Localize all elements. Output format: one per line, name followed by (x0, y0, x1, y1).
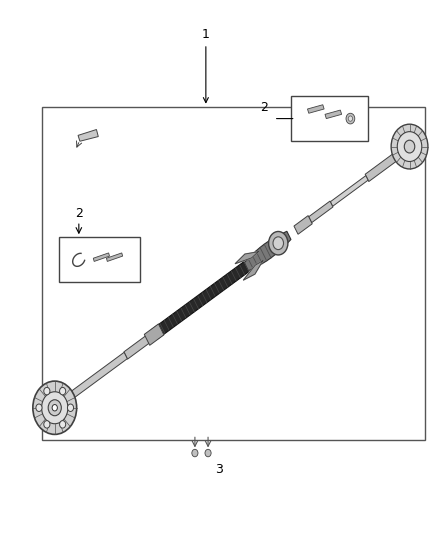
Circle shape (404, 140, 415, 153)
Text: 2: 2 (261, 101, 268, 114)
Polygon shape (309, 201, 333, 223)
Circle shape (60, 421, 66, 428)
Polygon shape (294, 215, 312, 235)
Polygon shape (152, 262, 249, 340)
Circle shape (48, 400, 61, 416)
Polygon shape (235, 252, 258, 264)
Polygon shape (106, 253, 123, 262)
Polygon shape (325, 110, 342, 119)
Polygon shape (93, 253, 110, 262)
Circle shape (33, 381, 77, 434)
Bar (291, 96, 368, 141)
Circle shape (391, 124, 428, 169)
Circle shape (397, 132, 422, 161)
Circle shape (42, 392, 68, 424)
Circle shape (205, 449, 211, 457)
Circle shape (268, 231, 288, 255)
Polygon shape (244, 261, 263, 280)
Polygon shape (307, 104, 324, 114)
Bar (42, 107, 425, 440)
Text: 3: 3 (215, 463, 223, 475)
Circle shape (192, 449, 198, 457)
Circle shape (348, 116, 353, 122)
Circle shape (36, 404, 42, 411)
Polygon shape (124, 331, 156, 359)
Circle shape (60, 387, 66, 395)
Polygon shape (244, 231, 291, 271)
Circle shape (52, 405, 57, 411)
Polygon shape (144, 324, 164, 345)
Circle shape (273, 237, 283, 249)
Text: 2: 2 (75, 207, 83, 220)
Circle shape (44, 421, 50, 428)
Polygon shape (365, 151, 401, 182)
Text: 1: 1 (202, 28, 210, 102)
Circle shape (67, 404, 74, 411)
Circle shape (346, 114, 355, 124)
Circle shape (44, 387, 50, 395)
Polygon shape (53, 394, 71, 410)
Polygon shape (64, 352, 127, 403)
Polygon shape (330, 176, 368, 206)
Polygon shape (78, 130, 98, 141)
Bar (59, 237, 140, 282)
